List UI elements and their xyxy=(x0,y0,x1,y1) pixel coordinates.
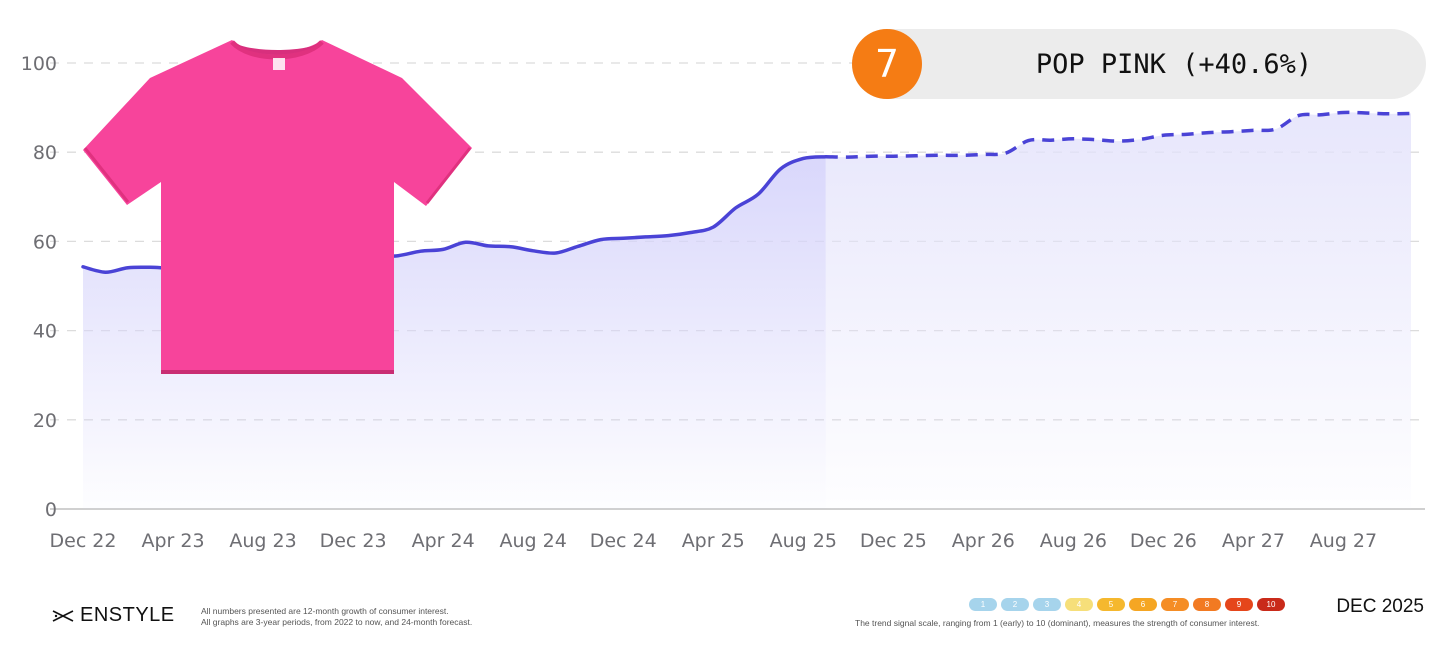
area-fills xyxy=(83,112,1411,509)
y-tick-label: 40 xyxy=(33,321,57,343)
x-tick-label: Aug 23 xyxy=(229,530,296,552)
y-axis-ticks: 0 20 40 60 80 100 xyxy=(21,53,57,521)
rank-badge: 7 xyxy=(852,29,922,99)
tshirt-neck-inner xyxy=(236,44,318,55)
scale-chip: 5 xyxy=(1097,598,1125,611)
scale-chip: 1 xyxy=(969,598,997,611)
y-tick-label: 0 xyxy=(45,499,57,521)
forecast-area xyxy=(825,112,1411,509)
scale-note: The trend signal scale, ranging from 1 (… xyxy=(855,618,1260,628)
x-tick-label: Apr 24 xyxy=(412,530,475,552)
tshirt-tag xyxy=(273,58,285,70)
x-axis-ticks: Dec 22 Apr 23 Aug 23 Dec 23 Apr 24 Aug 24 Dec … xyxy=(50,530,1378,552)
x-tick-label: Aug 26 xyxy=(1040,530,1107,552)
scale-chip: 4 xyxy=(1065,598,1093,611)
tshirt-sleeve-left-cuff xyxy=(83,147,130,203)
x-tick-label: Dec 24 xyxy=(590,530,657,552)
x-tick-label: Dec 25 xyxy=(860,530,927,552)
x-tick-label: Apr 27 xyxy=(1222,530,1285,552)
x-tick-label: Aug 25 xyxy=(770,530,837,552)
x-tick-label: Aug 27 xyxy=(1310,530,1377,552)
x-tick-label: Aug 24 xyxy=(500,530,567,552)
scale-chip: 3 xyxy=(1033,598,1061,611)
tshirt-body xyxy=(83,40,472,370)
actual-area xyxy=(83,156,826,509)
x-tick-label: Apr 25 xyxy=(682,530,745,552)
scissors-icon xyxy=(52,609,74,622)
scale-chip: 10 xyxy=(1257,598,1285,611)
scale-chip: 6 xyxy=(1129,598,1157,611)
trend-label: POP PINK (+40.6%) xyxy=(1035,48,1313,80)
scale-chip: 7 xyxy=(1161,598,1189,611)
x-tick-label: Dec 26 xyxy=(1130,530,1197,552)
tshirt-sleeve-right-cuff xyxy=(425,147,472,204)
trend-scale: 1 2 3 4 5 6 7 8 9 10 xyxy=(969,598,1285,611)
footer-notes: All numbers presented are 12-month growt… xyxy=(201,606,472,628)
trend-badge: 7 POP PINK (+40.6%) xyxy=(852,29,1426,99)
footer-note-2: All graphs are 3-year periods, from 2022… xyxy=(201,617,473,627)
scale-chip: 9 xyxy=(1225,598,1253,611)
brand-name: ENSTYLE xyxy=(80,604,175,626)
y-tick-label: 80 xyxy=(33,142,57,164)
x-tick-label: Apr 23 xyxy=(141,530,204,552)
tshirt-image xyxy=(83,40,472,374)
footer-note-1: All numbers presented are 12-month growt… xyxy=(201,606,449,616)
x-tick-label: Dec 23 xyxy=(320,530,387,552)
y-tick-label: 100 xyxy=(21,53,57,75)
scale-chip: 2 xyxy=(1001,598,1029,611)
x-tick-label: Dec 22 xyxy=(50,530,117,552)
x-tick-label: Apr 26 xyxy=(952,530,1015,552)
tshirt-collar xyxy=(230,40,324,60)
report-date: DEC 2025 xyxy=(1336,596,1424,617)
y-tick-label: 20 xyxy=(33,410,57,432)
y-tick-label: 60 xyxy=(33,231,57,253)
brand-logo: ENSTYLE xyxy=(52,604,175,627)
scale-chip: 8 xyxy=(1193,598,1221,611)
